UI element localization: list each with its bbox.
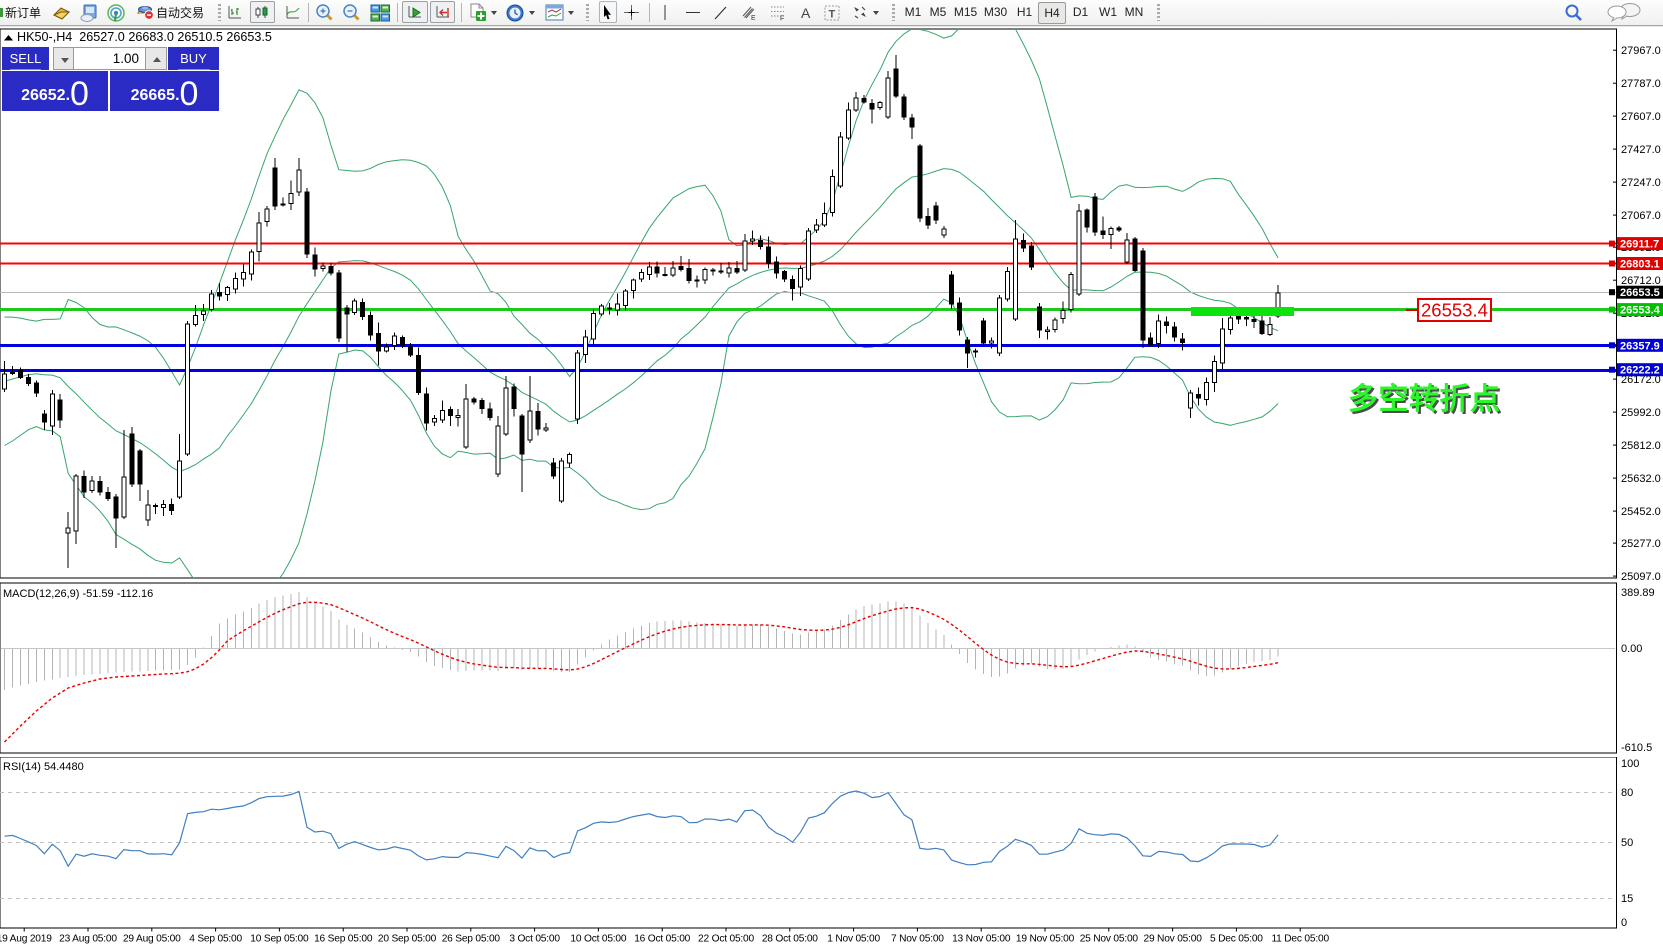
svg-text:7 Nov 05:00: 7 Nov 05:00: [891, 934, 944, 945]
svg-text:15: 15: [1621, 893, 1633, 905]
svg-text:25452.0: 25452.0: [1621, 506, 1661, 518]
svg-text:50: 50: [1621, 837, 1633, 849]
svg-text:19 Aug 2019: 19 Aug 2019: [0, 934, 52, 945]
svg-text:3 Oct 05:00: 3 Oct 05:00: [509, 934, 560, 945]
svg-text:27787.0: 27787.0: [1621, 78, 1661, 90]
svg-text:100: 100: [1621, 758, 1639, 770]
svg-text:26712.0: 26712.0: [1621, 275, 1661, 287]
svg-text:MACD(12,26,9) -51.59 -112.16: MACD(12,26,9) -51.59 -112.16: [3, 588, 153, 600]
svg-text:HK50-,H4 26527.0 26683.0 2651: HK50-,H4 26527.0 26683.0 26510.5 26653.5: [17, 30, 272, 44]
svg-text:29 Aug 05:00: 29 Aug 05:00: [123, 934, 181, 945]
svg-text:4 Sep 05:00: 4 Sep 05:00: [189, 934, 242, 945]
svg-text:26357.9: 26357.9: [1620, 340, 1660, 352]
svg-text:13 Nov 05:00: 13 Nov 05:00: [952, 934, 1011, 945]
svg-text:25992.0: 25992.0: [1621, 407, 1661, 419]
svg-text:28 Oct 05:00: 28 Oct 05:00: [762, 934, 818, 945]
svg-text:10 Sep 05:00: 10 Sep 05:00: [250, 934, 309, 945]
svg-text:26172.0: 26172.0: [1621, 374, 1661, 386]
svg-text:25812.0: 25812.0: [1621, 440, 1661, 452]
svg-text:E: E: [751, 15, 756, 22]
svg-text:22 Oct 05:00: 22 Oct 05:00: [698, 934, 754, 945]
svg-text:-610.5: -610.5: [1621, 742, 1652, 754]
svg-text:T: T: [829, 8, 836, 20]
svg-text:26553.4: 26553.4: [1620, 305, 1661, 317]
svg-text:27967.0: 27967.0: [1621, 45, 1661, 57]
svg-text:25097.0: 25097.0: [1621, 571, 1661, 583]
svg-text:26653.5: 26653.5: [1620, 287, 1660, 299]
svg-text:26553.4: 26553.4: [1421, 300, 1488, 321]
svg-text:27067.0: 27067.0: [1621, 210, 1661, 222]
svg-text:10 Oct 05:00: 10 Oct 05:00: [570, 934, 626, 945]
svg-text:5 Dec 05:00: 5 Dec 05:00: [1210, 934, 1263, 945]
svg-text:1 Nov 05:00: 1 Nov 05:00: [827, 934, 880, 945]
svg-text:80: 80: [1621, 787, 1633, 799]
svg-text:19 Nov 05:00: 19 Nov 05:00: [1016, 934, 1075, 945]
svg-text:26803.1: 26803.1: [1620, 259, 1660, 271]
svg-text:26222.2: 26222.2: [1620, 365, 1660, 377]
svg-text:20 Sep 05:00: 20 Sep 05:00: [378, 934, 437, 945]
svg-text:26911.7: 26911.7: [1620, 239, 1659, 251]
svg-text:27607.0: 27607.0: [1621, 111, 1661, 123]
svg-text:25277.0: 25277.0: [1621, 538, 1661, 550]
svg-text:25 Nov 05:00: 25 Nov 05:00: [1080, 934, 1139, 945]
svg-text:26 Sep 05:00: 26 Sep 05:00: [442, 934, 501, 945]
svg-text:389.89: 389.89: [1621, 587, 1655, 599]
svg-text:16 Sep 05:00: 16 Sep 05:00: [314, 934, 373, 945]
svg-text:0: 0: [1621, 917, 1627, 929]
svg-text:0.00: 0.00: [1621, 643, 1642, 655]
svg-text:16 Oct 05:00: 16 Oct 05:00: [634, 934, 690, 945]
svg-text:27247.0: 27247.0: [1621, 177, 1661, 189]
svg-text:11 Dec 05:00: 11 Dec 05:00: [1271, 934, 1329, 945]
svg-text:23 Aug 05:00: 23 Aug 05:00: [59, 934, 117, 945]
svg-text:27427.0: 27427.0: [1621, 144, 1661, 156]
svg-text:29 Nov 05:00: 29 Nov 05:00: [1143, 934, 1202, 945]
svg-text:RSI(14) 54.4480: RSI(14) 54.4480: [3, 761, 84, 773]
svg-text:F: F: [780, 16, 784, 23]
svg-text:25632.0: 25632.0: [1621, 473, 1661, 485]
